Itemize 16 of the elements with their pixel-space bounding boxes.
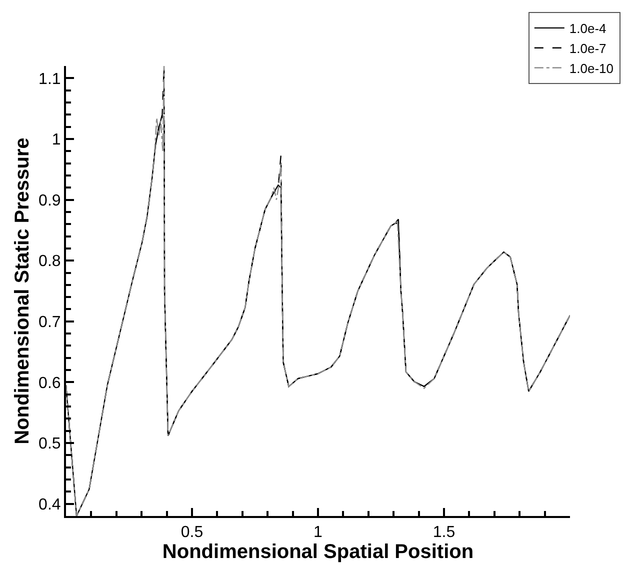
x-axis-title: Nondimensional Spatial Position [162, 541, 474, 564]
y-axis-title: Nondimensional Static Pressure [12, 138, 34, 444]
y-tick-label: 0.7 [38, 314, 61, 332]
x-tick-label: 0.5 [180, 524, 204, 542]
y-tick-label: 0.8 [38, 253, 61, 270]
y-tick-label: 0.4 [38, 496, 61, 514]
y-tick-label: 0.9 [38, 192, 61, 210]
y-tick-label: 0.6 [38, 374, 61, 392]
x-tick-label: 1 [314, 524, 323, 542]
legend-label: 1.0e-10 [569, 60, 614, 76]
legend-label: 1.0e-7 [569, 40, 606, 56]
legend-label: 1.0e-4 [569, 21, 606, 36]
y-tick-label: 0.5 [38, 436, 61, 453]
y-tick-label: 1 [52, 132, 61, 149]
y-tick-label: 1.1 [38, 70, 61, 88]
x-tick-label: 1.5 [432, 524, 456, 542]
